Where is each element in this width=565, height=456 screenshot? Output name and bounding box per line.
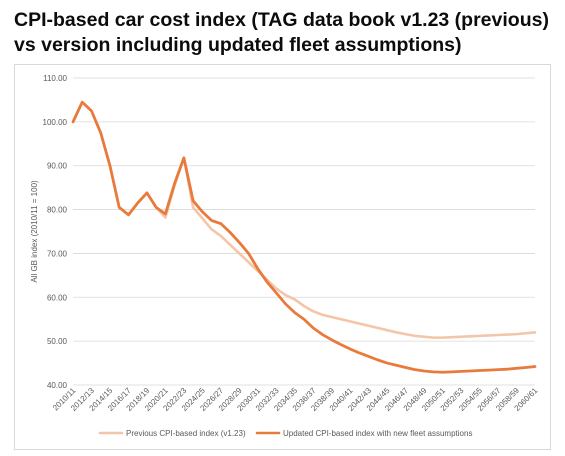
series-lines [71,100,537,374]
y-axis-label: All GB index (2010/11 = 100) [30,180,39,283]
y-tick-label: 50.00 [47,337,68,346]
page-title: CPI-based car cost index (TAG data book … [14,9,549,56]
y-tick-label: 60.00 [47,293,68,302]
x-tick-labels: 2010/112012/132014/152016/172018/192020/… [51,386,540,413]
series-line-2 [71,100,537,374]
y-tick-label: 110.00 [43,74,67,83]
y-tick-label: 100.00 [43,118,68,127]
y-tick-labels: 40.00 50.00 60.00 70.00 80.00 90.00 100.00 110.… [43,74,68,390]
legend-label-1: Previous CPI-based index (v1.23) [126,429,246,438]
line-chart: 40.00 50.00 60.00 70.00 80.00 90.00 100.00 110.… [30,74,540,438]
y-tick-label: 80.00 [47,206,68,215]
y-tick-label: 90.00 [47,162,68,171]
legend-label-2: Updated CPI-based index with new fleet a… [283,429,472,438]
legend: Previous CPI-based index (v1.23) Updated … [98,429,472,438]
chart-frame: 40.00 50.00 60.00 70.00 80.00 90.00 100.00 110.… [14,64,551,450]
gridlines [73,77,535,386]
series-line-1 [71,100,537,339]
y-tick-label: 40.00 [47,381,68,390]
y-tick-label: 70.00 [47,249,68,258]
